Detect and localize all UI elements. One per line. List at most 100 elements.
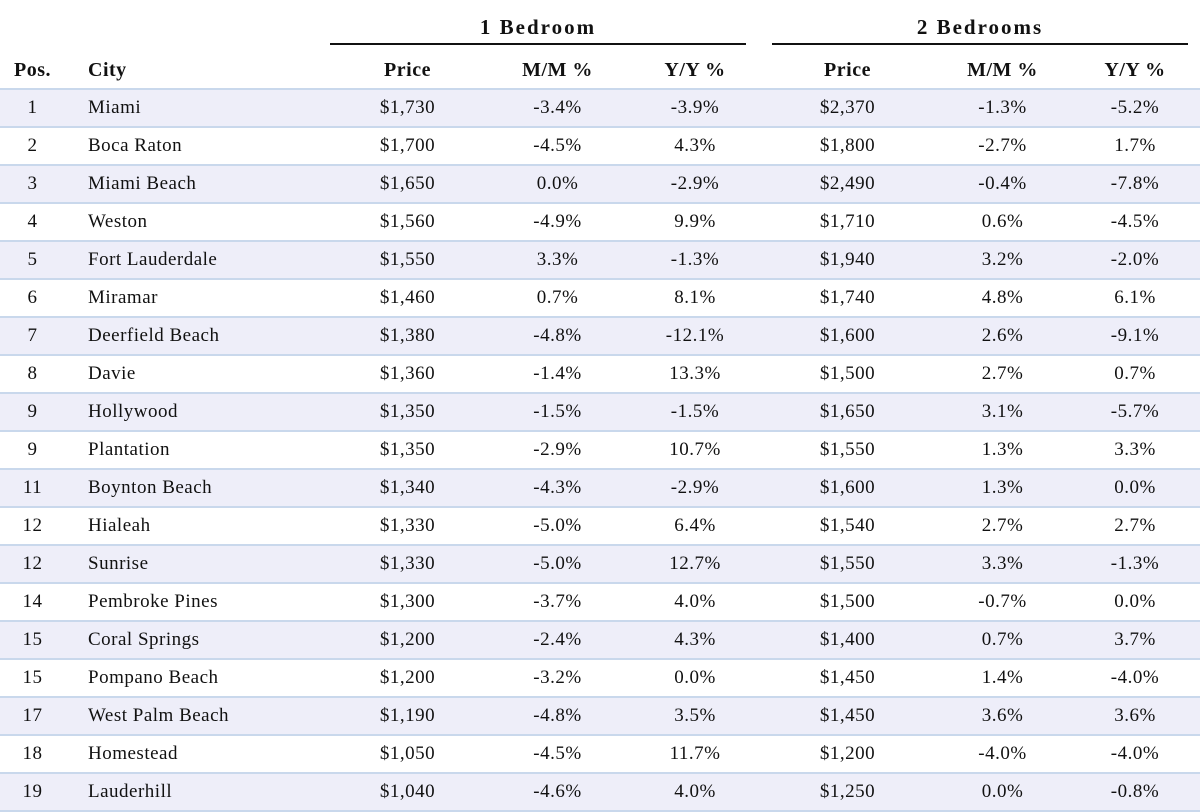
table-cell: 0.6% (935, 202, 1070, 241)
table-cell: -3.9% (630, 88, 760, 127)
table-cell: $1,190 (330, 696, 485, 735)
city-cell: Hollywood (65, 392, 330, 431)
city-cell: Miami (65, 88, 330, 127)
table-cell: $1,550 (760, 430, 935, 469)
column-header: M/M % (522, 58, 593, 81)
table-cell: 4.0% (630, 582, 760, 621)
table-cell: -2.9% (630, 164, 760, 203)
group-header: 1 Bedroom (330, 12, 746, 45)
header-row: Pos. City Price M/M % Y/Y % Price M/M % Y/Y % (0, 52, 1200, 89)
table-cell: -5.2% (1070, 88, 1200, 127)
table-cell: 9 (0, 430, 65, 469)
table-row: 18 Homestead $1,050 -4.5% 11.7% $1,200 -4.0% -4… (0, 734, 1200, 773)
table-cell: -4.5% (485, 126, 630, 165)
table-cell: -1.3% (630, 240, 760, 279)
table-cell: -2.9% (485, 430, 630, 469)
table-cell: -2.9% (630, 468, 760, 507)
table-cell: 7 (0, 316, 65, 355)
table-cell: 3 (0, 164, 65, 203)
table-cell: $1,050 (330, 734, 485, 773)
column-header: Price (384, 58, 431, 81)
table-cell: 6 (0, 278, 65, 317)
table-body: 1 Miami $1,730 -3.4% -3.9% $2,370 -1.3% -5.2% 2 B… (0, 88, 1200, 812)
table-cell: -4.5% (485, 734, 630, 773)
table-cell: 11.7% (630, 734, 760, 773)
column-header: Y/Y % (664, 58, 726, 81)
table-cell: -2.4% (485, 620, 630, 659)
table-cell: $1,550 (760, 544, 935, 583)
table-cell: -0.8% (1070, 772, 1200, 812)
table-cell: -12.1% (630, 316, 760, 355)
table-cell: $1,340 (330, 468, 485, 507)
table-cell: $1,800 (760, 126, 935, 165)
table-cell: 2.7% (935, 354, 1070, 393)
table-cell: 14 (0, 582, 65, 621)
city-cell: Homestead (65, 734, 330, 773)
table-row: 9 Hollywood $1,350 -1.5% -1.5% $1,650 3.1% -5.7… (0, 392, 1200, 431)
table-cell: 8 (0, 354, 65, 393)
table-row: 1 Miami $1,730 -3.4% -3.9% $2,370 -1.3% -5.2% (0, 88, 1200, 127)
table-cell: 15 (0, 620, 65, 659)
city-cell: Pompano Beach (65, 658, 330, 697)
table-cell: -5.0% (485, 506, 630, 545)
table-cell: 4.3% (630, 620, 760, 659)
table-cell: -4.0% (1070, 658, 1200, 697)
table-cell: $1,350 (330, 430, 485, 469)
city-cell: Miami Beach (65, 164, 330, 203)
table-cell: $1,300 (330, 582, 485, 621)
table-cell: -3.7% (485, 582, 630, 621)
table-cell: $1,330 (330, 506, 485, 545)
table-row: 7 Deerfield Beach $1,380 -4.8% -12.1% $1,600 2… (0, 316, 1200, 355)
table-cell: 10.7% (630, 430, 760, 469)
table-cell: 3.7% (1070, 620, 1200, 659)
table-cell: 11 (0, 468, 65, 507)
table-cell: 4.3% (630, 126, 760, 165)
table-cell: 0.0% (935, 772, 1070, 812)
city-cell: Boca Raton (65, 126, 330, 165)
table-cell: 0.7% (935, 620, 1070, 659)
column-header: Y/Y % (1104, 58, 1166, 81)
table-cell: 0.0% (1070, 582, 1200, 621)
table-cell: 0.0% (630, 658, 760, 697)
city-cell: Plantation (65, 430, 330, 469)
table-cell: 8.1% (630, 278, 760, 317)
table-cell: $1,730 (330, 88, 485, 127)
table-cell: 0.7% (485, 278, 630, 317)
city-cell: West Palm Beach (65, 696, 330, 735)
table-cell: 2.7% (1070, 506, 1200, 545)
table-cell: 12 (0, 544, 65, 583)
table-cell: 3.3% (485, 240, 630, 279)
table-cell: $1,540 (760, 506, 935, 545)
table-cell: 3.6% (1070, 696, 1200, 735)
table-cell: -4.3% (485, 468, 630, 507)
table-cell: -0.7% (935, 582, 1070, 621)
table-cell: 12.7% (630, 544, 760, 583)
table-cell: 9 (0, 392, 65, 431)
table-cell: -9.1% (1070, 316, 1200, 355)
table-cell: $1,360 (330, 354, 485, 393)
table-cell: 9.9% (630, 202, 760, 241)
table-cell: 4.8% (935, 278, 1070, 317)
city-cell: Hialeah (65, 506, 330, 545)
table-cell: -4.0% (935, 734, 1070, 773)
table-cell: 3.3% (1070, 430, 1200, 469)
group-header: 2 Bedrooms (772, 12, 1188, 45)
table-row: 5 Fort Lauderdale $1,550 3.3% -1.3% $1,940 3.2… (0, 240, 1200, 279)
table-cell: 2.6% (935, 316, 1070, 355)
table-row: 15 Coral Springs $1,200 -2.4% 4.3% $1,400 0.7%… (0, 620, 1200, 659)
column-header: Price (824, 58, 871, 81)
table-row: 4 Weston $1,560 -4.9% 9.9% $1,710 0.6% -4.5% (0, 202, 1200, 241)
table-cell: -4.8% (485, 696, 630, 735)
table-cell: 18 (0, 734, 65, 773)
table-row: 17 West Palm Beach $1,190 -4.8% 3.5% $1,450 3.… (0, 696, 1200, 735)
column-header: M/M % (967, 58, 1038, 81)
table-cell: $1,700 (330, 126, 485, 165)
table-cell: $1,450 (760, 696, 935, 735)
table-cell: $1,330 (330, 544, 485, 583)
table-cell: $1,650 (760, 392, 935, 431)
table-cell: 15 (0, 658, 65, 697)
table-cell: -3.2% (485, 658, 630, 697)
table-cell: $1,710 (760, 202, 935, 241)
table-cell: $1,560 (330, 202, 485, 241)
